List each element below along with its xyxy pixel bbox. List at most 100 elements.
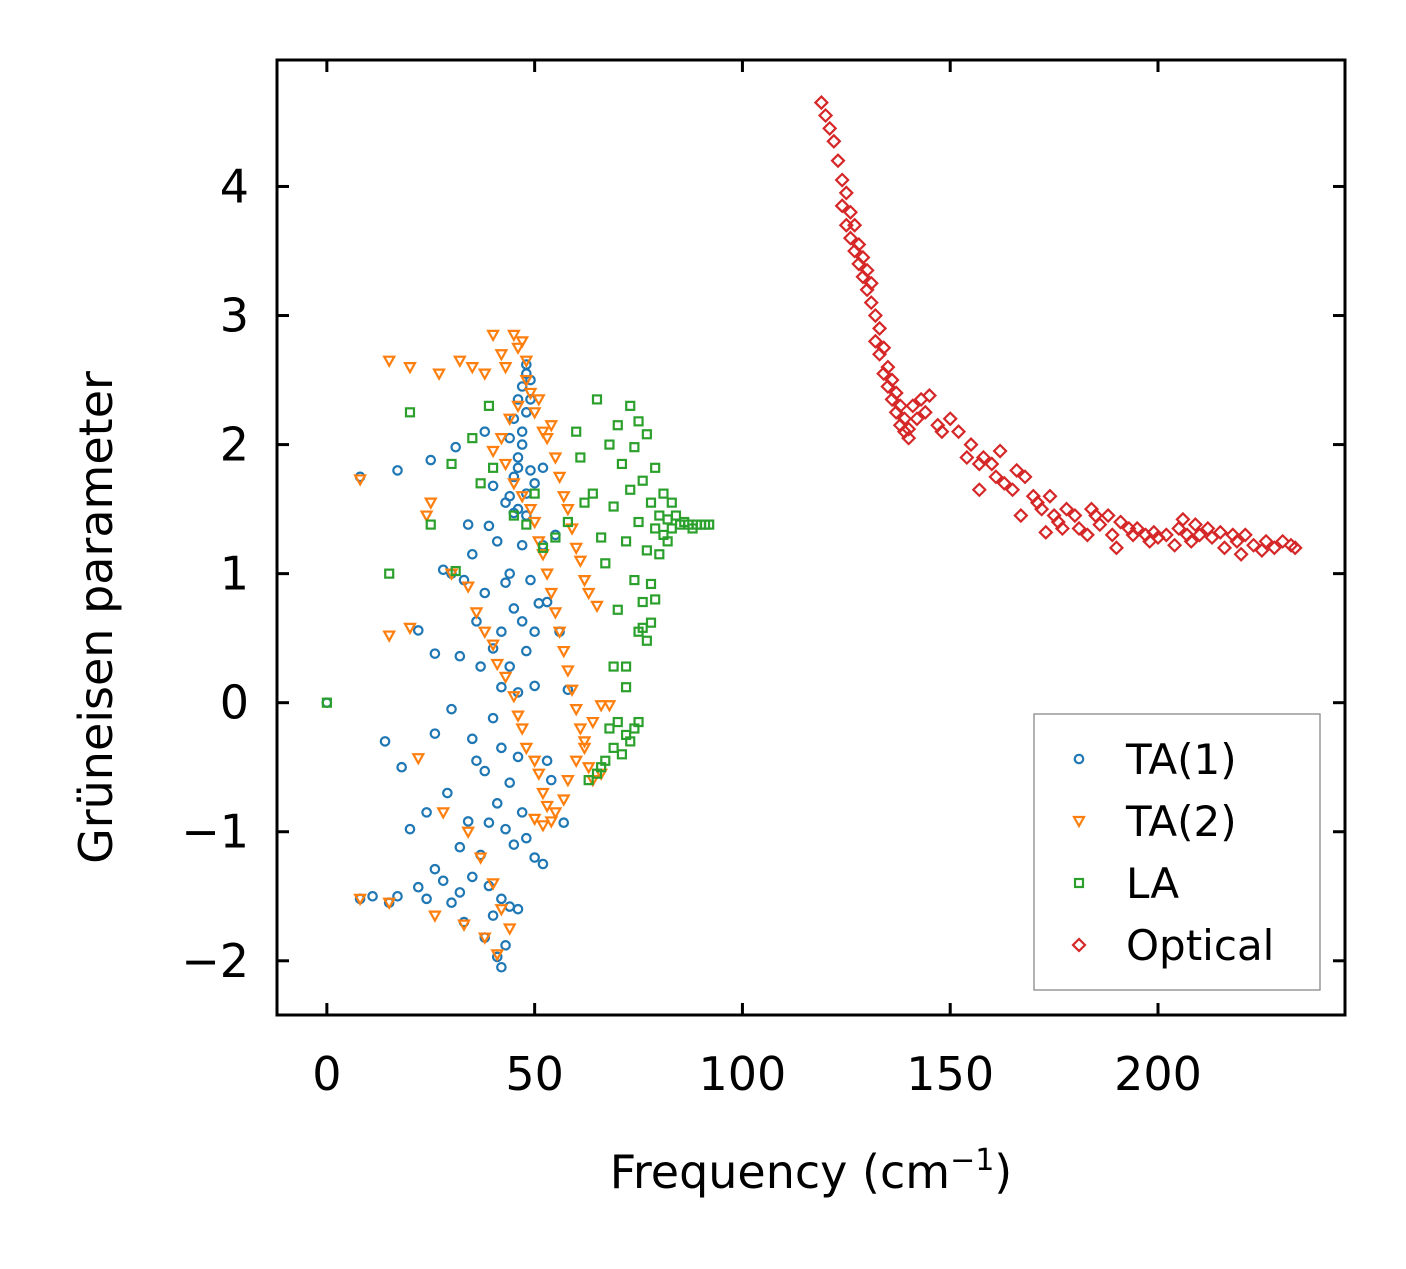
data-point: [483, 520, 495, 532]
data-point: [1237, 527, 1253, 543]
data-point: [1129, 520, 1145, 537]
data-point: [512, 394, 524, 405]
data-point: [437, 875, 449, 887]
data-point: [536, 787, 550, 801]
data-point: [531, 394, 546, 407]
data-point: [585, 716, 600, 730]
data-point: [934, 424, 950, 440]
data-point: [867, 307, 883, 324]
data-point: [515, 491, 530, 504]
data-point: [403, 362, 417, 375]
data-point: [571, 426, 582, 437]
data-point: [1287, 540, 1303, 556]
data-point: [872, 320, 888, 336]
data-point: [1229, 533, 1245, 549]
data-point: [494, 349, 509, 362]
data-points-layer: [321, 95, 1303, 973]
data-point: [490, 658, 505, 672]
data-point: [847, 217, 863, 233]
data-point: [527, 755, 542, 769]
data-point: [504, 568, 516, 579]
data-point: [548, 607, 563, 620]
data-point: [813, 95, 829, 111]
data-point: [548, 452, 563, 465]
data-point: [541, 755, 553, 767]
data-point: [392, 890, 403, 902]
data-point: [462, 816, 474, 827]
data-point: [625, 400, 636, 411]
data-point: [521, 407, 532, 418]
data-point: [529, 852, 540, 863]
y-tick-label: 1: [220, 547, 249, 601]
y-tick-label: 0: [220, 676, 249, 730]
data-point: [587, 488, 598, 499]
data-point: [487, 480, 499, 492]
data-point: [629, 442, 640, 453]
data-point: [498, 362, 513, 375]
data-point: [826, 133, 842, 149]
data-point: [612, 716, 623, 728]
data-point: [446, 897, 457, 909]
data-point: [561, 504, 575, 517]
data-point: [1108, 540, 1124, 556]
data-point: [838, 185, 854, 201]
y-axis-ticks: −2 −1 0 1 2 3 4: [181, 159, 1345, 988]
data-point: [498, 458, 513, 472]
data-point: [432, 368, 446, 381]
data-point: [1092, 517, 1108, 533]
data-point: [516, 439, 528, 450]
data-point: [475, 661, 486, 672]
data-point: [523, 387, 538, 401]
data-point: [483, 400, 495, 411]
x-tick-label: 50: [505, 1047, 564, 1101]
data-point: [353, 893, 367, 907]
series-la: [321, 394, 715, 786]
x-tick-label: 200: [1114, 1047, 1202, 1101]
data-point: [855, 249, 871, 266]
data-point: [950, 424, 967, 440]
data-point: [477, 626, 492, 639]
data-point: [591, 768, 603, 779]
data-point: [507, 691, 521, 704]
data-point: [608, 742, 619, 753]
legend-marker: [1071, 937, 1087, 953]
data-point: [504, 661, 516, 672]
series-ta-1: [321, 359, 574, 973]
data-point: [1183, 533, 1199, 549]
data-point: [411, 753, 426, 766]
data-point: [353, 474, 367, 487]
data-point: [446, 458, 457, 470]
data-point: [382, 355, 397, 368]
data-point: [633, 716, 644, 728]
data-point: [633, 416, 644, 427]
data-point: [650, 523, 661, 534]
data-point: [842, 204, 859, 220]
data-point: [633, 516, 644, 528]
data-point: [500, 823, 511, 835]
data-point: [473, 852, 488, 865]
data-point: [1104, 527, 1120, 543]
legend-label: LA: [1126, 859, 1179, 908]
data-point: [421, 893, 432, 905]
data-point: [1034, 501, 1050, 517]
data-point: [436, 807, 451, 820]
data-point: [508, 471, 520, 483]
data-point: [641, 545, 652, 556]
data-point: [581, 587, 596, 601]
data-point: [556, 491, 571, 504]
data-point: [1079, 527, 1095, 543]
data-point: [1009, 462, 1025, 478]
data-point: [822, 120, 838, 136]
y-tick-label: 4: [220, 159, 249, 213]
x-tick-label: 150: [906, 1047, 994, 1101]
data-point: [577, 742, 592, 756]
data-point: [491, 798, 503, 809]
data-point: [558, 817, 570, 829]
legend-label: Optical: [1126, 921, 1274, 970]
data-point: [552, 626, 567, 639]
data-point: [1004, 482, 1021, 498]
legend-label: TA(1): [1125, 735, 1237, 784]
data-point: [519, 374, 534, 388]
data-point: [620, 661, 632, 672]
